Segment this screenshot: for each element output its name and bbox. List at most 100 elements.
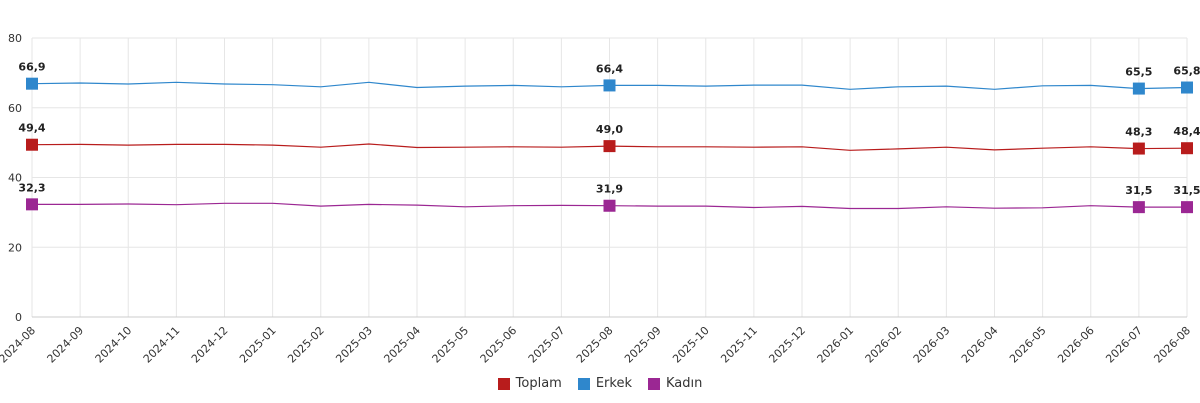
series-toplam-point[interactable] <box>414 145 420 151</box>
series-kadın-point[interactable] <box>847 206 853 212</box>
series-toplam-point[interactable] <box>510 144 516 150</box>
series-kadın-point[interactable] <box>943 204 949 210</box>
x-tick-label: 2026-04 <box>959 324 1001 366</box>
y-tick-label: 20 <box>8 241 22 254</box>
series-kadın-point[interactable] <box>366 201 372 207</box>
x-tick-label: 2025-05 <box>430 324 472 366</box>
series-kadın-point[interactable] <box>1088 203 1094 209</box>
x-tick-label: 2026-05 <box>1007 324 1049 366</box>
series-erkek-point[interactable] <box>510 82 516 88</box>
x-tick-label: 2026-07 <box>1103 324 1145 366</box>
series-toplam-point[interactable] <box>847 147 853 153</box>
legend-item-kadın[interactable]: Kadın <box>647 376 702 391</box>
legend-item-toplam[interactable]: Toplam <box>497 376 562 391</box>
data-label: 65,8 <box>1173 65 1200 78</box>
series-erkek-point[interactable] <box>125 81 131 87</box>
series-erkek-point[interactable] <box>414 85 420 91</box>
series-kadın-point[interactable] <box>462 204 468 210</box>
series-toplam-marker[interactable] <box>1181 142 1193 155</box>
series-kadın-marker[interactable] <box>1132 201 1145 214</box>
series-kadın-marker[interactable] <box>26 198 38 211</box>
series-kadın-point[interactable] <box>270 200 276 206</box>
series-erkek-point[interactable] <box>895 84 901 90</box>
series-toplam-point[interactable] <box>992 147 998 153</box>
x-tick-label: 2025-01 <box>237 324 279 366</box>
series-toplam-point[interactable] <box>366 141 372 147</box>
series-erkek-point[interactable] <box>318 84 324 90</box>
series-toplam-point[interactable] <box>558 144 564 150</box>
data-label: 31,9 <box>596 183 623 196</box>
data-label: 65,5 <box>1125 66 1152 79</box>
series-erkek-marker[interactable] <box>603 79 616 92</box>
series-erkek-point[interactable] <box>173 79 179 85</box>
series-erkek-marker[interactable] <box>1181 81 1193 94</box>
series-erkek-point[interactable] <box>1088 82 1094 88</box>
series-erkek-point[interactable] <box>77 80 83 86</box>
series-erkek-point[interactable] <box>751 82 757 88</box>
chart-legend: Toplam Erkek Kadın <box>0 376 1200 391</box>
series-erkek-point[interactable] <box>1040 83 1046 89</box>
series-toplam-point[interactable] <box>462 144 468 150</box>
series-kadın-point[interactable] <box>173 202 179 208</box>
series-erkek-point[interactable] <box>847 86 853 92</box>
series-kadın-point[interactable] <box>799 203 805 209</box>
series-toplam-point[interactable] <box>173 141 179 147</box>
series-toplam-marker[interactable] <box>26 138 38 151</box>
series-toplam-point[interactable] <box>270 142 276 148</box>
series-toplam-point[interactable] <box>77 141 83 147</box>
x-tick-label: 2026-03 <box>911 324 953 366</box>
series-erkek-point[interactable] <box>366 79 372 85</box>
series-kadın-point[interactable] <box>895 206 901 212</box>
x-tick-label: 2026-08 <box>1151 324 1193 366</box>
data-label: 31,5 <box>1173 184 1200 197</box>
series-kadın-point[interactable] <box>222 200 228 206</box>
series-erkek-point[interactable] <box>462 83 468 89</box>
legend-swatch <box>577 377 590 390</box>
series-erkek-point[interactable] <box>703 83 709 89</box>
series-kadın-point[interactable] <box>510 203 516 209</box>
legend-item-erkek[interactable]: Erkek <box>577 376 632 391</box>
legend-label: Erkek <box>595 376 632 391</box>
series-erkek-point[interactable] <box>270 82 276 88</box>
series-erkek-point[interactable] <box>558 84 564 90</box>
series-kadın-marker[interactable] <box>603 199 616 212</box>
series-erkek-point[interactable] <box>992 86 998 92</box>
series-erkek-point[interactable] <box>799 82 805 88</box>
series-toplam-point[interactable] <box>751 144 757 150</box>
series-toplam-point[interactable] <box>125 142 131 148</box>
series-kadın-point[interactable] <box>414 202 420 208</box>
series-toplam-point[interactable] <box>895 146 901 152</box>
series-toplam-point[interactable] <box>1040 145 1046 151</box>
series-kadın-point[interactable] <box>558 202 564 208</box>
series-kadın-marker[interactable] <box>1181 201 1193 214</box>
x-tick-label: 2024-12 <box>189 324 231 366</box>
data-label: 48,3 <box>1125 126 1152 139</box>
series-erkek-point[interactable] <box>943 83 949 89</box>
series-kadın-point[interactable] <box>318 203 324 209</box>
series-kadın-point[interactable] <box>125 201 131 207</box>
series-toplam-point[interactable] <box>655 144 661 150</box>
series-erkek-marker[interactable] <box>26 77 38 90</box>
x-tick-label: 2025-10 <box>670 324 712 366</box>
series-kadın-point[interactable] <box>751 204 757 210</box>
series-toplam-point[interactable] <box>318 144 324 150</box>
series-toplam-marker[interactable] <box>603 140 616 153</box>
series-toplam-marker[interactable] <box>1132 142 1145 155</box>
series-kadın-point[interactable] <box>655 203 661 209</box>
series-erkek-marker[interactable] <box>1132 82 1145 95</box>
series-toplam-point[interactable] <box>943 144 949 150</box>
series-erkek-point[interactable] <box>222 81 228 87</box>
series-toplam-point[interactable] <box>222 141 228 147</box>
series-kadın-point[interactable] <box>77 201 83 207</box>
x-tick-label: 2025-12 <box>766 324 808 366</box>
series-erkek-point[interactable] <box>655 82 661 88</box>
series-kadın-point[interactable] <box>703 203 709 209</box>
series-kadın-point[interactable] <box>992 205 998 211</box>
series-toplam-point[interactable] <box>703 144 709 150</box>
x-tick-label: 2025-02 <box>285 324 327 366</box>
x-tick-label: 2024-09 <box>45 324 87 366</box>
series-kadın-point[interactable] <box>1040 205 1046 211</box>
series-toplam-point[interactable] <box>799 144 805 150</box>
series-toplam-point[interactable] <box>1088 144 1094 150</box>
